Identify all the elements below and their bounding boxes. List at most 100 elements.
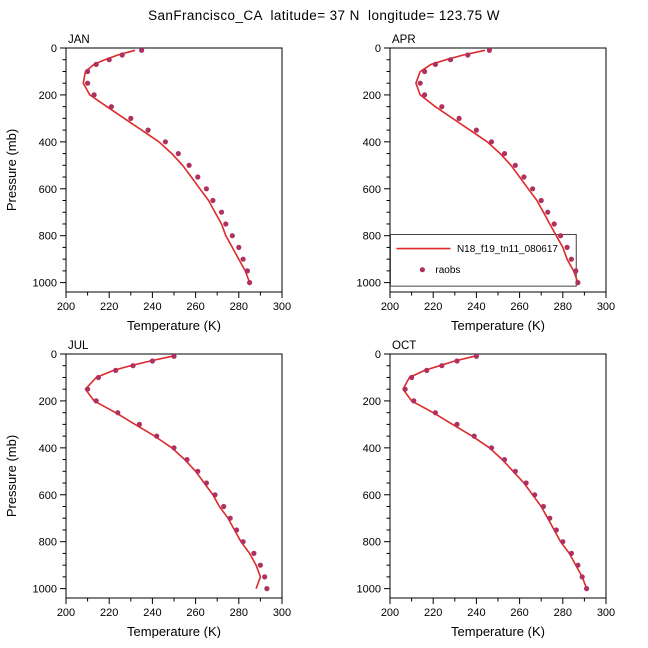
raobs-point (108, 104, 114, 110)
y-tick-label: 0 (375, 43, 381, 55)
raobs-point (85, 80, 91, 86)
raobs-point (195, 468, 201, 474)
raobs-point (454, 358, 460, 364)
raobs-point (203, 186, 209, 192)
x-tick-label: 280 (230, 301, 248, 313)
raobs-point (530, 186, 536, 192)
raobs-point (257, 562, 263, 568)
raobs-point (223, 221, 229, 227)
y-tick-label: 1000 (33, 278, 57, 290)
raobs-point (456, 115, 462, 121)
month-label: OCT (392, 340, 416, 352)
x-tick-label: 220 (100, 301, 118, 313)
x-tick-label: 240 (467, 301, 485, 313)
y-tick-label: 600 (39, 490, 57, 502)
x-tick-label: 220 (424, 607, 442, 619)
x-axis-label: Temperature (K) (451, 318, 545, 332)
raobs-point (402, 386, 408, 392)
raobs-point (93, 61, 99, 67)
raobs-point (488, 139, 495, 145)
month-label: APR (392, 34, 416, 46)
y-tick-label: 0 (51, 349, 57, 361)
raobs-point (186, 162, 192, 168)
raobs-point (422, 92, 428, 98)
x-tick-label: 300 (273, 607, 291, 619)
x-tick-label: 300 (597, 301, 615, 313)
y-tick-label: 400 (363, 443, 381, 455)
raobs-point (247, 280, 253, 286)
y-tick-label: 200 (363, 396, 381, 408)
raobs-point (234, 527, 240, 533)
raobs-point (584, 586, 590, 592)
x-tick-label: 200 (57, 607, 75, 619)
raobs-point (523, 480, 529, 486)
legend-box (390, 234, 577, 287)
raobs-point (575, 562, 581, 568)
raobs-point (115, 410, 121, 416)
raobs-point (417, 80, 423, 86)
x-tick-label: 200 (381, 607, 399, 619)
raobs-point (227, 515, 233, 521)
raobs-point (236, 244, 242, 250)
raobs-point (106, 57, 112, 63)
raobs-point (262, 574, 268, 580)
raobs-point (473, 127, 479, 133)
raobs-point (128, 115, 134, 121)
raobs-point (551, 221, 557, 227)
raobs-point (136, 421, 142, 427)
x-tick-label: 220 (424, 301, 442, 313)
x-axis-label: Temperature (K) (127, 318, 221, 332)
raobs-point (139, 47, 145, 53)
raobs-point (240, 256, 246, 262)
panel-oct: 200 220 240 260 280 300 0 200 400 600 800 1000 OCT Te… (324, 332, 648, 638)
raobs-point (424, 367, 430, 373)
y-tick-label: 800 (363, 537, 381, 549)
raobs-point (145, 127, 151, 133)
y-tick-label: 400 (363, 137, 381, 149)
x-tick-label: 200 (57, 301, 75, 313)
raobs-point (553, 527, 559, 533)
raobs-point (564, 244, 570, 250)
raobs-point (501, 151, 508, 157)
raobs-point (538, 197, 544, 204)
plot-frame (65, 353, 283, 599)
raobs-point (575, 280, 581, 286)
panel-apr: 200 220 240 260 280 300 0 200 400 600 800 1000 APR Te… (324, 26, 648, 332)
plot-oct: 200 220 240 260 280 300 0 200 400 600 800 1000 OCT Te… (357, 340, 616, 638)
raobs-point (473, 353, 479, 359)
y-tick-label: 800 (39, 537, 57, 549)
raobs-point (547, 515, 553, 521)
x-tick-label: 240 (467, 607, 485, 619)
raobs-point (486, 47, 492, 53)
raobs-point (85, 68, 91, 75)
raobs-point (560, 539, 566, 545)
raobs-point (488, 445, 495, 451)
legend-dot (419, 267, 425, 273)
x-tick-label: 260 (186, 301, 204, 313)
x-tick-label: 260 (186, 607, 204, 619)
x-tick-label: 300 (597, 607, 615, 619)
model-line (82, 49, 251, 283)
raobs-point (454, 421, 460, 427)
y-tick-label: 200 (363, 90, 381, 102)
y-tick-label: 800 (363, 231, 381, 243)
y-tick-label: 1000 (357, 278, 381, 290)
x-tick-label: 200 (381, 301, 399, 313)
raobs-point (184, 457, 190, 463)
raobs-point (95, 374, 101, 381)
y-tick-label: 400 (39, 443, 57, 455)
raobs-point (244, 268, 250, 274)
y-tick-label: 400 (39, 137, 57, 149)
raobs-point (465, 52, 471, 58)
raobs-point (212, 492, 218, 498)
raobs-point (540, 503, 546, 510)
raobs-point (512, 162, 518, 168)
month-label: JUL (68, 340, 89, 352)
raobs-point (195, 174, 201, 180)
y-tick-label: 800 (39, 231, 57, 243)
x-tick-label: 280 (230, 607, 248, 619)
raobs-point (203, 480, 209, 486)
x-tick-label: 260 (510, 607, 528, 619)
raobs-point (432, 61, 438, 67)
y-tick-label: 600 (39, 184, 57, 196)
